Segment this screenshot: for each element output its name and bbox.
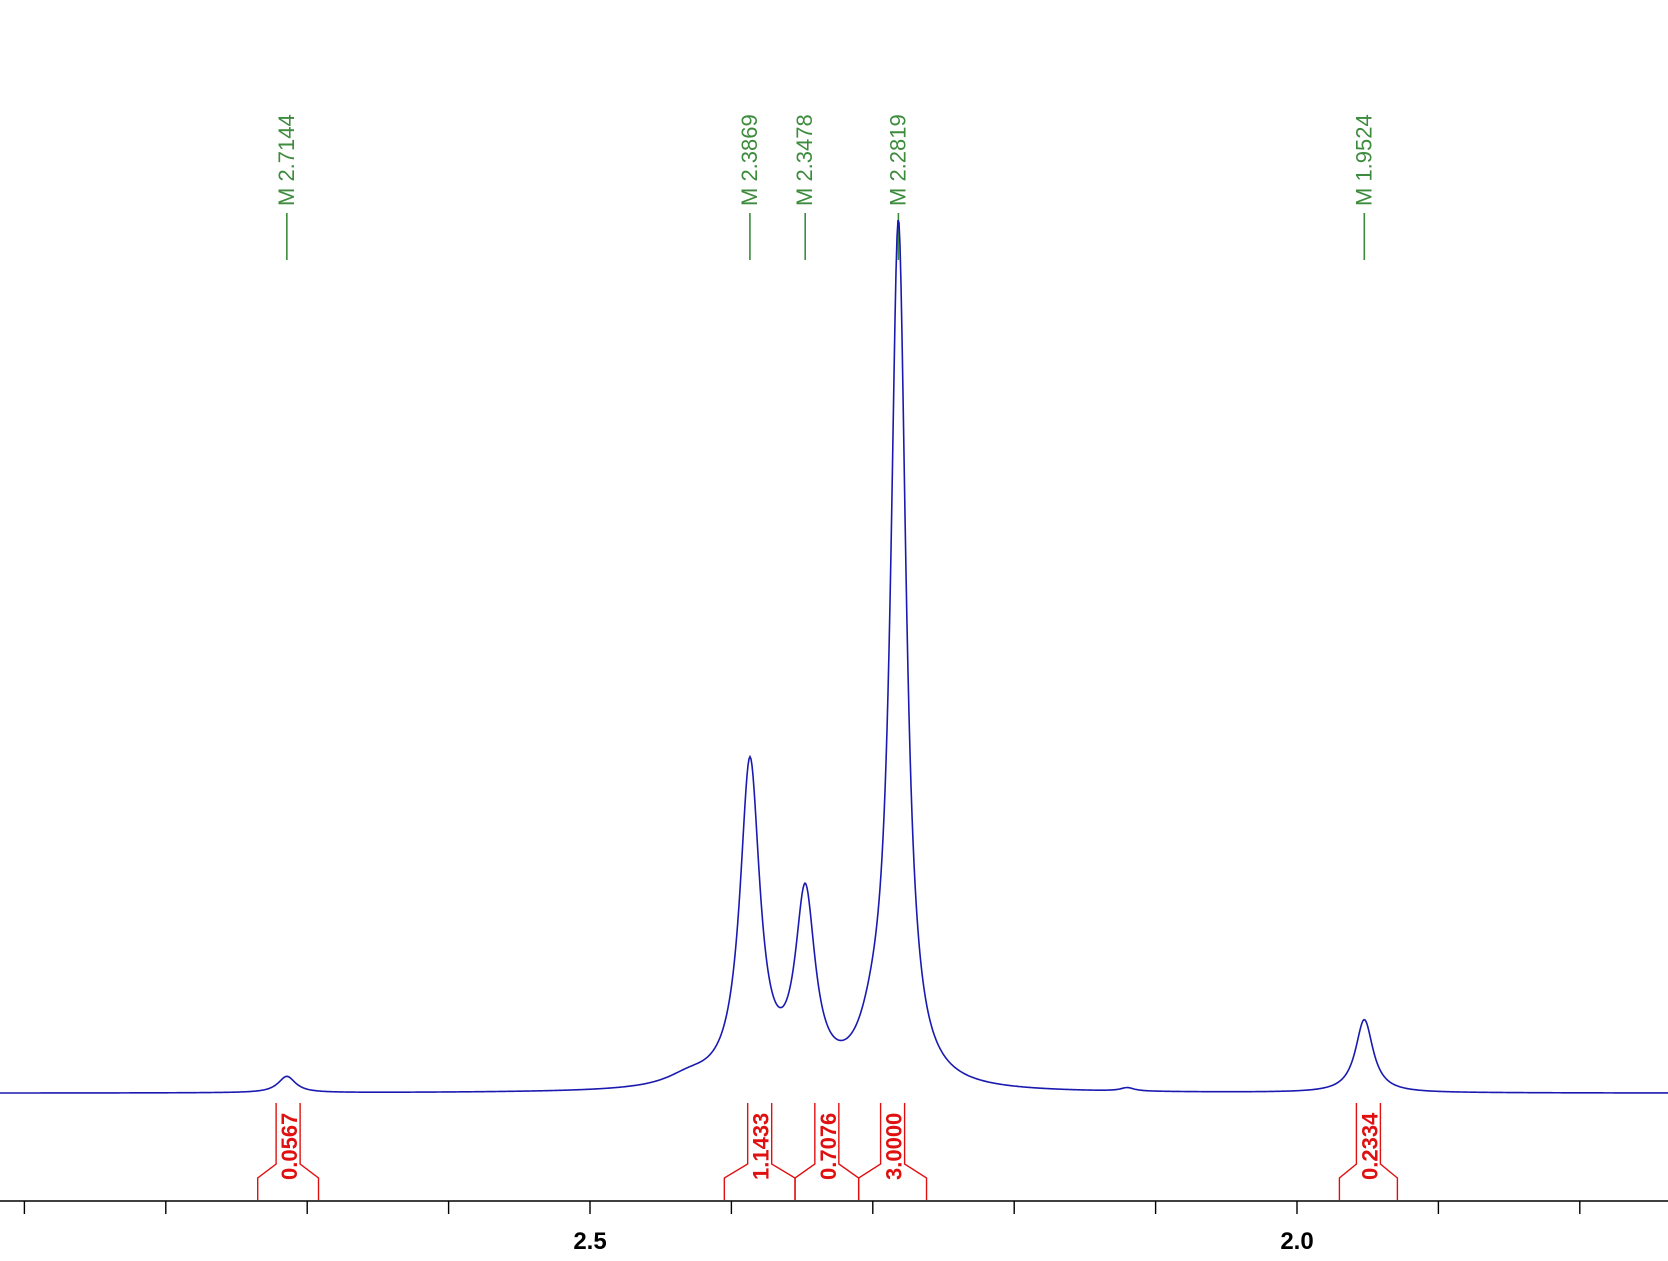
peak-label: M 2.2819 [885,114,910,206]
x-axis: 2.5 2.0 [0,1200,1668,1255]
peak-label: M 2.3869 [737,114,762,206]
integrals: 0.0567 1.1433 0.7076 3.0000 0.2334 [257,1103,1399,1200]
integral-bracket [857,1103,928,1200]
peak-label: M 1.9524 [1351,114,1376,206]
integral-value: 0.2334 [1357,1112,1382,1180]
integral-value: 3.0000 [882,1113,907,1180]
peak-label: M 2.7144 [274,114,299,206]
x-tick-label: 2.0 [1280,1228,1313,1255]
integral-bracket [257,1103,320,1200]
peak-label: M 2.3478 [792,114,817,206]
integral-value: 1.1433 [749,1113,774,1180]
integral-value: 0.7076 [816,1113,841,1180]
x-tick-label: 2.5 [573,1228,606,1255]
spectrum [0,219,1668,1094]
peak-labels: M 2.7144 M 2.3869 M 2.3478 M 2.2819 M 1.9524 [274,114,1376,260]
spectrum-line [0,219,1668,1094]
integral-bracket [1338,1103,1399,1200]
integral-value: 0.0567 [277,1113,302,1180]
